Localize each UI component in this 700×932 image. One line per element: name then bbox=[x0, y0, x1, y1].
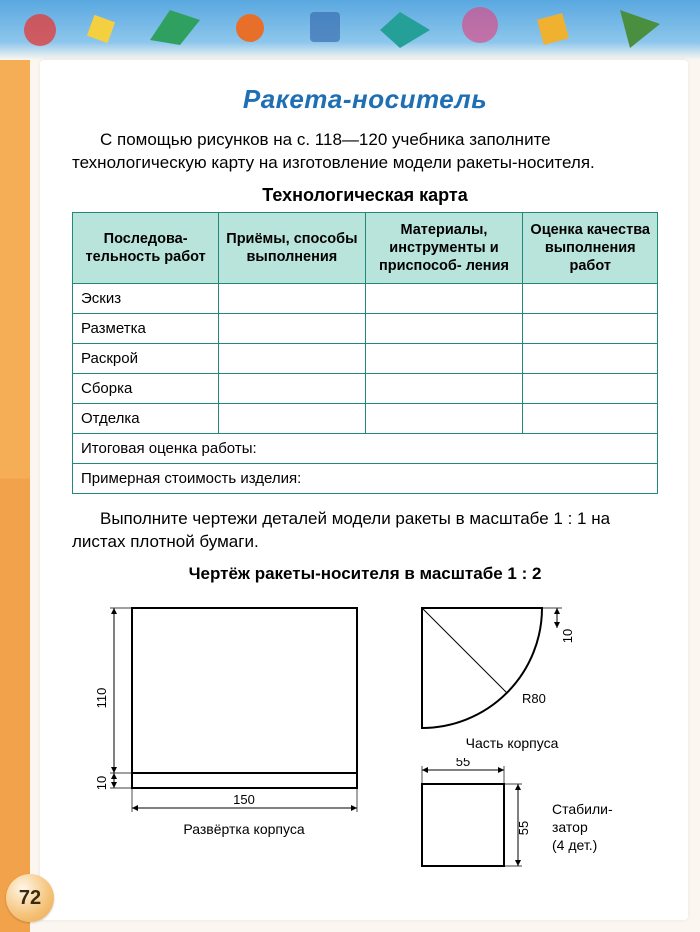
dim-110: 110 bbox=[94, 688, 109, 709]
dim-r80: R80 bbox=[522, 691, 546, 706]
nose-label: Часть корпуса bbox=[466, 735, 559, 751]
dim-150: 150 bbox=[233, 792, 255, 807]
col-header-4: Оценка качества выполнения работ bbox=[523, 212, 658, 283]
body-drawing: 110 10 150 Развёртка корпуса bbox=[72, 598, 392, 858]
row-label: Сборка bbox=[73, 374, 219, 404]
col-header-2: Приёмы, способы выполнения bbox=[219, 212, 365, 283]
summary-cell[interactable]: Примерная стоимость изделия: bbox=[73, 464, 658, 494]
col-header-3: Материалы, инструменты и приспособ- лени… bbox=[365, 212, 523, 283]
table-row: Разметка bbox=[73, 314, 658, 344]
table-caption: Технологическая карта bbox=[72, 185, 658, 206]
page-content: Ракета-носитель С помощью рисунков на с.… bbox=[40, 60, 688, 920]
table-row: Сборка bbox=[73, 374, 658, 404]
decorative-top-band bbox=[0, 0, 700, 60]
summary-row-1: Итоговая оценка работы: bbox=[73, 434, 658, 464]
dim-nose-10: 10 bbox=[560, 629, 575, 643]
dim-10: 10 bbox=[94, 776, 109, 790]
page-number-badge: 72 bbox=[6, 874, 54, 922]
row-label: Раскрой bbox=[73, 344, 219, 374]
page-number: 72 bbox=[19, 887, 41, 910]
dim-fin-h: 55 bbox=[516, 821, 531, 835]
drawing-area: 110 10 150 Развёртка корпуса bbox=[72, 598, 658, 918]
left-margin-strip bbox=[0, 60, 30, 932]
row-label: Эскиз bbox=[73, 284, 219, 314]
tech-table: Последова- тельность работ Приёмы, спосо… bbox=[72, 212, 658, 494]
para-2: Выполните чертежи деталей модели ракеты … bbox=[72, 508, 658, 554]
table-body: Эскиз Разметка Раскрой Сборка Отделка Ит… bbox=[73, 284, 658, 494]
table-row: Отделка bbox=[73, 404, 658, 434]
table-row: Раскрой bbox=[73, 344, 658, 374]
summary-cell[interactable]: Итоговая оценка работы: bbox=[73, 434, 658, 464]
fin-drawing: 55 55 Стабили- затор (4 дет.) bbox=[412, 758, 652, 918]
intro-paragraph: С помощью рисунков на с. 118—120 учебник… bbox=[72, 129, 658, 175]
fin-label-3: (4 дет.) bbox=[552, 837, 597, 853]
dim-fin-w: 55 bbox=[456, 758, 470, 769]
body-label: Развёртка корпуса bbox=[183, 821, 304, 837]
top-band-art bbox=[0, 0, 700, 60]
fin-label-1: Стабили- bbox=[552, 801, 613, 817]
col-header-1: Последова- тельность работ bbox=[73, 212, 219, 283]
table-row: Эскиз bbox=[73, 284, 658, 314]
nose-drawing: R80 10 Часть корпуса bbox=[412, 598, 642, 758]
fin-label-2: затор bbox=[552, 819, 588, 835]
summary-row-2: Примерная стоимость изделия: bbox=[73, 464, 658, 494]
page-title: Ракета-носитель bbox=[72, 84, 658, 115]
drawing-title: Чертёж ракеты-носителя в масштабе 1 : 2 bbox=[72, 564, 658, 584]
row-label: Отделка bbox=[73, 404, 219, 434]
row-label: Разметка bbox=[73, 314, 219, 344]
table-header-row: Последова- тельность работ Приёмы, спосо… bbox=[73, 212, 658, 283]
